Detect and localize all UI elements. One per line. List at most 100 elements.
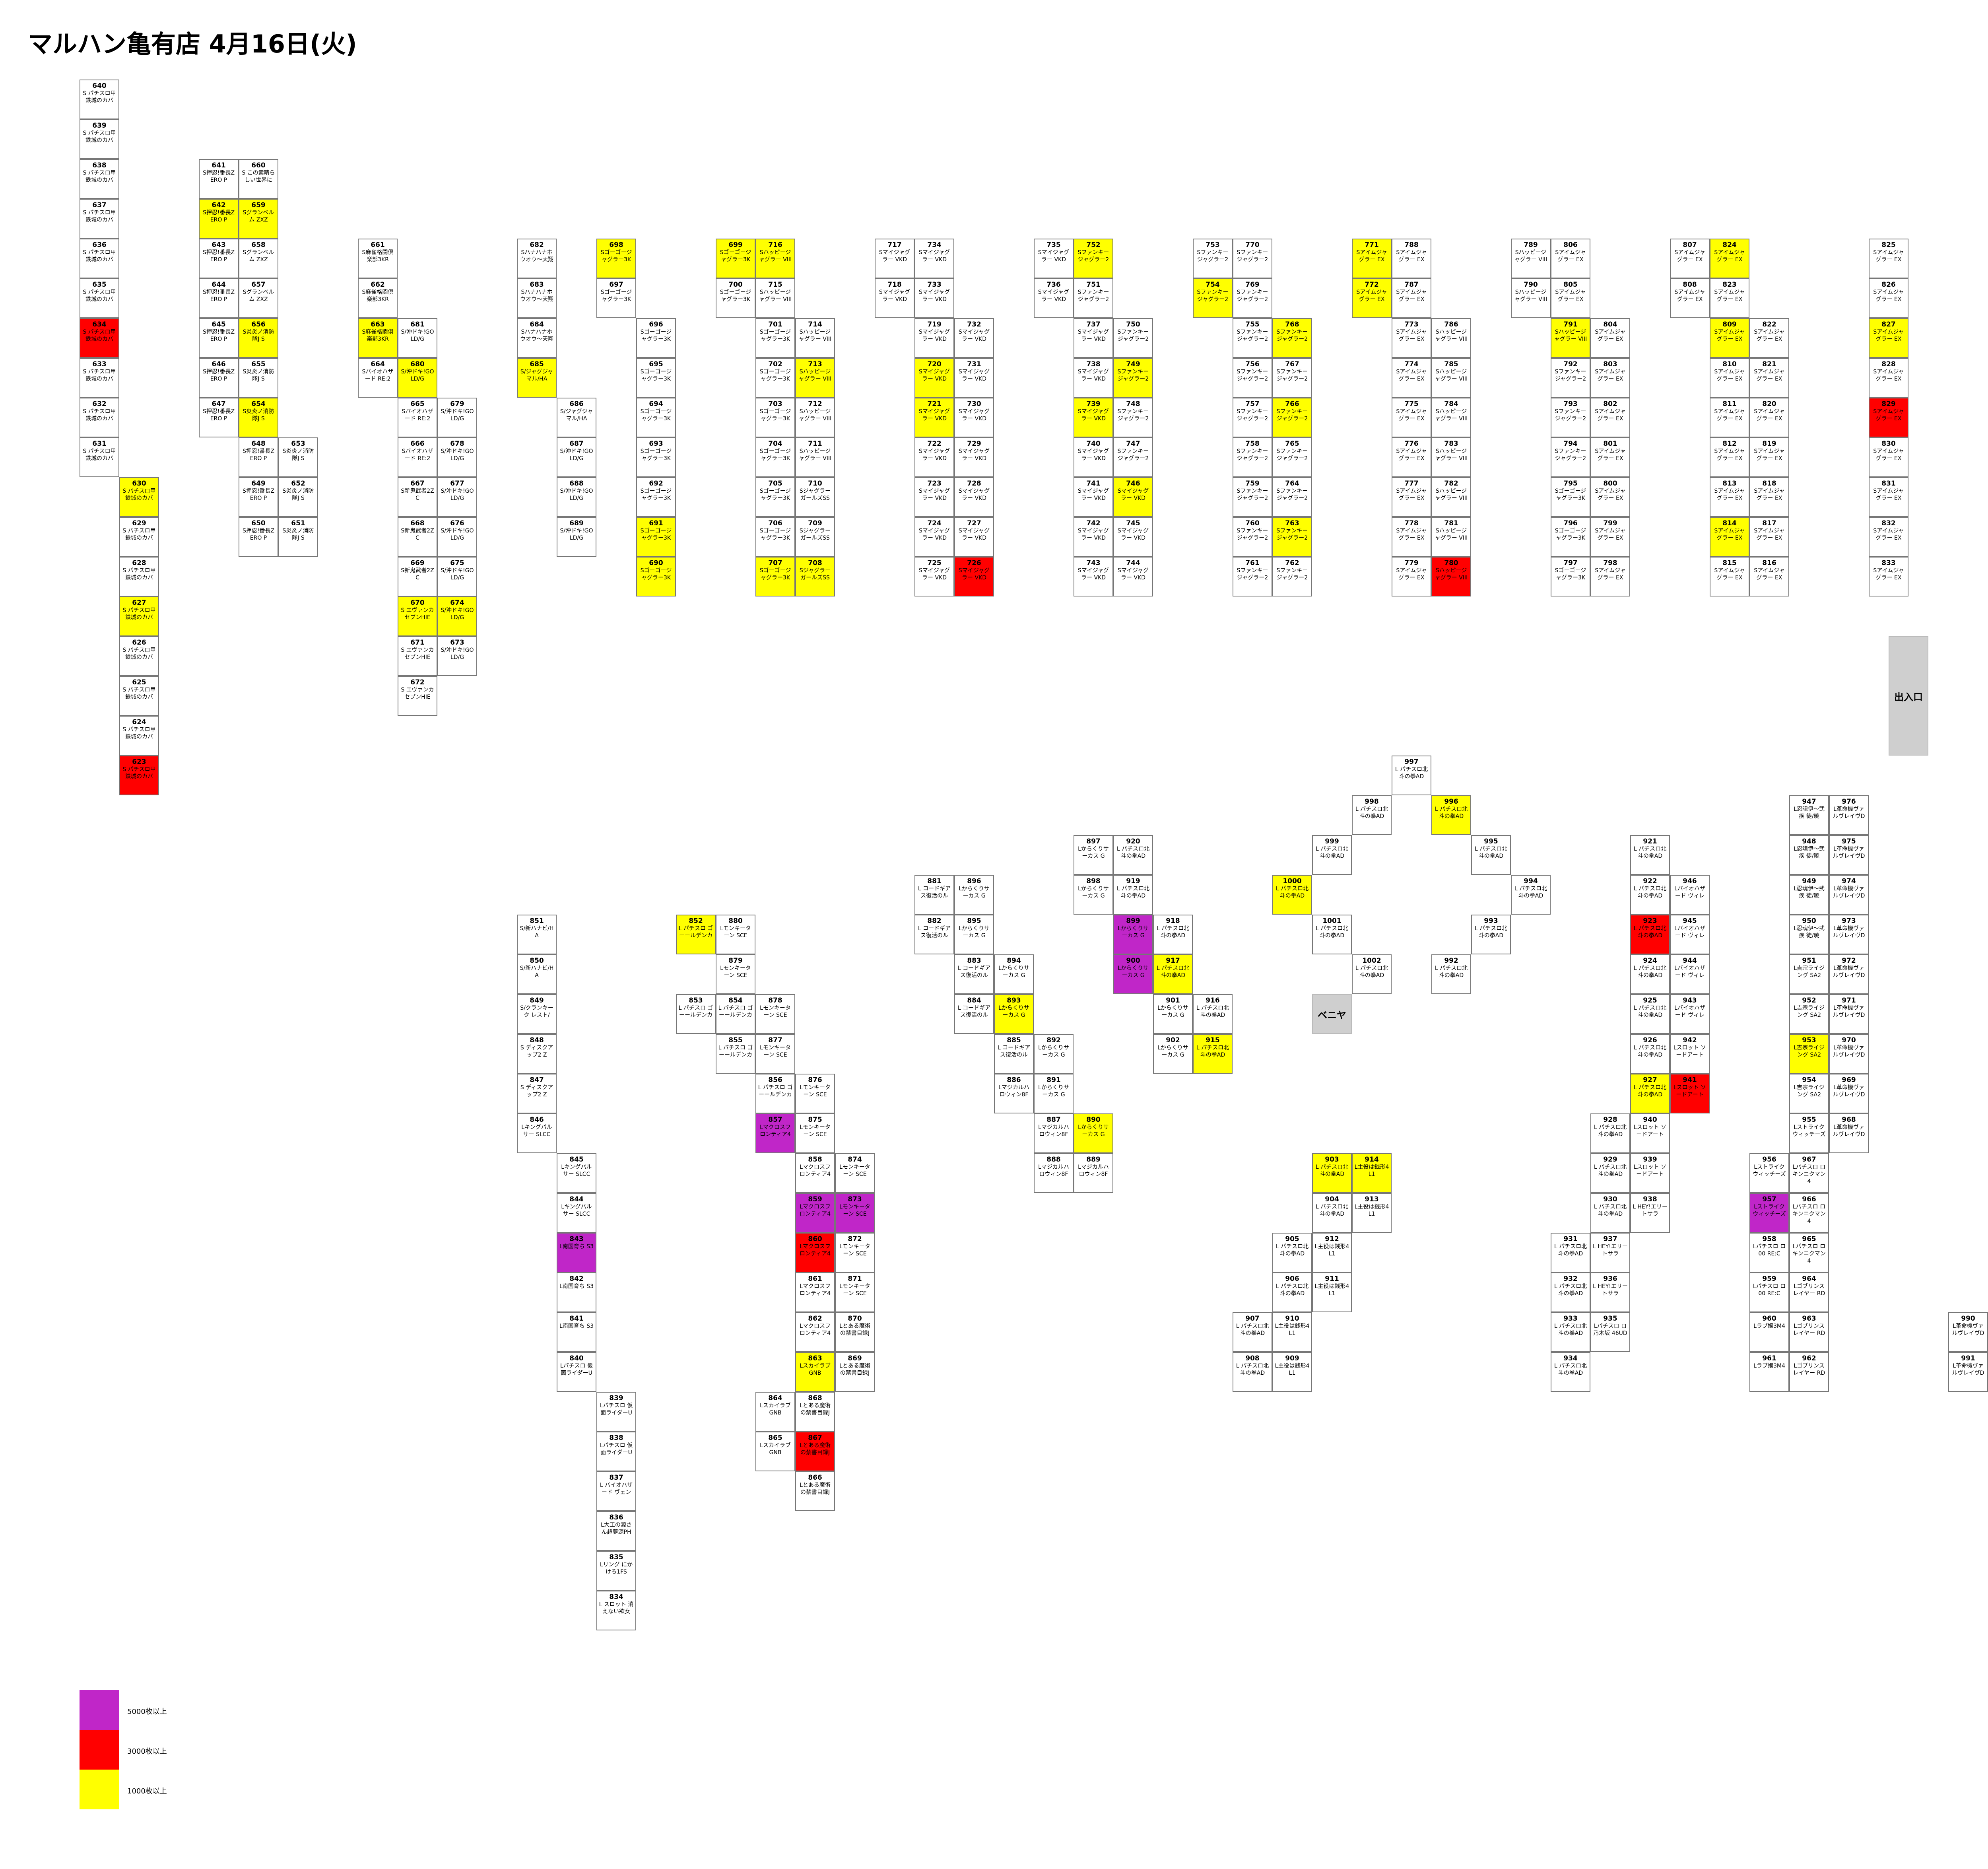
machine-number: 739 <box>1086 400 1101 408</box>
machine-cell: 941 Lスロット ソードアート <box>1670 1074 1710 1113</box>
machine-number: 666 <box>410 440 425 448</box>
machine-number: 675 <box>450 559 464 567</box>
machine-cell: 731 Sマイジャグラー VKD <box>954 358 994 398</box>
machine-cell: 644 S押忍!番長ZERO P <box>199 278 239 318</box>
machine-name: S パチスロ甲鉄城のカバ <box>83 369 116 382</box>
machine-number: 770 <box>1245 241 1260 249</box>
machine-name: Sゴーゴージャグラー3K <box>720 249 751 263</box>
machine-name: L パチスロ ゴーールデンカ <box>678 925 713 939</box>
machine-name: L パチスロ北斗の拳AD <box>1276 886 1309 899</box>
machine-name: S押忍!番長ZERO P <box>202 289 235 303</box>
machine-number: 913 <box>1365 1195 1379 1203</box>
machine-name: Sマイジャグラー VKD <box>918 369 950 382</box>
machine-cell: 902 Lからくりサーカス G <box>1153 1034 1193 1074</box>
machine-name: Lからくりサーカス G <box>1157 1005 1188 1018</box>
machine-name: Lストライクウィッチーズ <box>1792 1124 1826 1138</box>
machine-number: 908 <box>1245 1354 1260 1362</box>
machine-number: 958 <box>1762 1235 1776 1243</box>
machine-number: 647 <box>212 400 226 408</box>
machine-cell: 669 S新鬼武者2ZC <box>398 557 437 596</box>
machine-cell: 852 L パチスロ ゴーールデンカ <box>676 915 716 954</box>
machine-cell: 737 Sマイジャグラー VKD <box>1074 318 1113 358</box>
machine-name: Sマイジャグラー VKD <box>918 289 950 303</box>
machine-cell: 886 Lマジカルハロウィン8F <box>994 1074 1034 1113</box>
machine-number: 703 <box>768 400 782 408</box>
machine-number: 698 <box>609 241 623 249</box>
machine-name: Sマイジャグラー VKD <box>918 567 950 581</box>
machine-name: L パチスロ北斗の拳AD <box>1594 1164 1627 1177</box>
machine-number: 846 <box>530 1116 544 1124</box>
machine-cell: 630 S パチスロ甲鉄城のカバ <box>119 477 159 517</box>
machine-number: 753 <box>1206 241 1220 249</box>
machine-name: L パチスロ北斗の拳AD <box>1554 1243 1587 1257</box>
machine-number: 849 <box>530 997 544 1004</box>
machine-number: 732 <box>967 321 981 328</box>
machine-number: 623 <box>132 758 146 766</box>
machine-name: Sバイオハザード RE:2 <box>362 369 394 382</box>
machine-name: S パチスロ甲鉄城のカバ <box>83 408 116 422</box>
machine-name: Sハッピージャグラー VIII <box>1435 448 1468 462</box>
machine-number: 690 <box>649 559 663 567</box>
machine-cell: 727 Sマイジャグラー VKD <box>954 517 994 557</box>
machine-name: S ディスクアップ2 Z <box>520 1084 553 1098</box>
machine-cell: 756 Sファンキージャグラー2 <box>1233 358 1272 398</box>
machine-name: L革命機ヴァルヴレイヴD <box>1833 925 1865 939</box>
machine-cell: 994 L パチスロ北斗の拳AD <box>1511 875 1551 915</box>
machine-name: S/新ハナビ/HA <box>520 925 554 939</box>
machine-name: Sゴーゴージャグラー3K <box>600 289 632 303</box>
machine-number: 924 <box>1643 957 1657 965</box>
machine-number: 945 <box>1683 917 1697 925</box>
machine-number: 974 <box>1842 877 1856 885</box>
machine-number: 682 <box>530 241 544 249</box>
machine-number: 628 <box>132 559 146 567</box>
machine-name: Sマイジャグラー VKD <box>958 408 990 422</box>
machine-name: S新鬼武者2ZC <box>401 567 434 581</box>
machine-number: 823 <box>1722 281 1737 289</box>
machine-number: 881 <box>927 877 942 885</box>
machine-number: 907 <box>1245 1315 1260 1323</box>
machine-name: L南国育ち S3 <box>559 1283 594 1290</box>
machine-cell: 785 Sハッピージャグラー VIII <box>1431 358 1471 398</box>
machine-name: Sハッピージャグラー VIII <box>1435 488 1468 501</box>
machine-cell: 690 Sゴーゴージャグラー3K <box>636 557 676 596</box>
machine-number: 735 <box>1046 241 1061 249</box>
machine-number: 830 <box>1881 440 1896 448</box>
machine-name: L HEY!エリートサラ <box>1633 1204 1668 1217</box>
machine-cell: 687 S/沖ドキ!GOLD/G <box>557 437 596 477</box>
machine-name: Sアイムジャグラー EX <box>1674 249 1705 263</box>
machine-name: L パチスロ北斗の拳AD <box>1554 1363 1587 1376</box>
machine-cell: 861 Lマクロスフロンティア4 <box>795 1273 835 1312</box>
machine-number: 917 <box>1166 957 1180 965</box>
machine-number: 660 <box>251 161 266 169</box>
machine-number: 975 <box>1842 837 1856 845</box>
machine-cell: 804 Sアイムジャグラー EX <box>1590 318 1630 358</box>
machine-number: 902 <box>1166 1036 1180 1044</box>
machine-name: L南国育ち S3 <box>559 1243 594 1250</box>
machine-name: S/沖ドキ!GOLD/G <box>441 408 474 422</box>
machine-name: Lマクロスフロンティア4 <box>799 1323 831 1337</box>
machine-cell: 834 L スロット 消えない欲女 <box>596 1591 636 1630</box>
machine-cell: 854 L パチスロ ゴーールデンカ <box>716 994 755 1034</box>
machine-name: L パチスロ北斗の拳AD <box>1554 1283 1587 1297</box>
machine-cell: 735 Sマイジャグラー VKD <box>1034 239 1074 278</box>
machine-number: 960 <box>1762 1315 1776 1323</box>
machine-cell: 903 L パチスロ北斗の拳AD <box>1312 1153 1352 1193</box>
machine-cell: 933 L パチスロ北斗の拳AD <box>1551 1312 1590 1352</box>
machine-number: 730 <box>967 400 981 408</box>
machine-number: 707 <box>768 559 782 567</box>
machine-name: Sハッピージャグラー VIII <box>1435 528 1468 541</box>
machine-number: 850 <box>530 957 544 965</box>
machine-number: 940 <box>1643 1116 1657 1124</box>
machine-name: L パチスロ北斗の拳AD <box>1633 886 1667 899</box>
machine-number: 886 <box>1007 1076 1021 1084</box>
machine-number: 925 <box>1643 997 1657 1004</box>
machine-name: Sアイムジャグラー EX <box>1595 567 1626 581</box>
machine-name: Sファンキージャグラー2 <box>1117 408 1149 422</box>
machine-cell: 866 Lとある魔術の禁書目録J <box>795 1471 835 1511</box>
machine-number: 885 <box>1007 1036 1021 1044</box>
machine-cell: 667 S新鬼武者2ZC <box>398 477 437 517</box>
machine-name: Lスカイラブ GNB <box>760 1403 793 1416</box>
machine-name: L コードギアス復活のル <box>957 965 991 979</box>
machine-name: L パチスロ北斗の拳AD <box>1196 1005 1229 1018</box>
machine-cell: 632 S パチスロ甲鉄城のカバ <box>80 398 119 437</box>
